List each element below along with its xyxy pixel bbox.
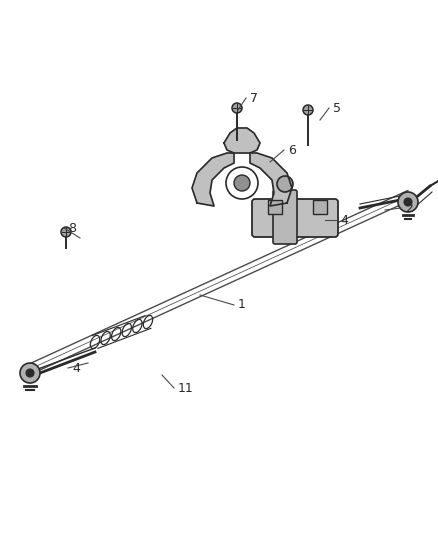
Text: 1: 1 [238, 298, 246, 311]
Circle shape [404, 198, 412, 206]
Circle shape [398, 192, 418, 212]
Bar [313, 200, 327, 214]
Circle shape [20, 363, 40, 383]
Bar [268, 200, 282, 214]
Text: 5: 5 [333, 101, 341, 115]
FancyBboxPatch shape [252, 199, 338, 237]
Text: 11: 11 [178, 382, 194, 394]
Circle shape [277, 176, 293, 192]
Circle shape [303, 105, 313, 115]
Text: 4: 4 [340, 214, 348, 227]
Polygon shape [250, 153, 292, 206]
Text: 6: 6 [288, 143, 296, 157]
Circle shape [61, 227, 71, 237]
Circle shape [226, 167, 258, 199]
Text: 7: 7 [250, 92, 258, 104]
Polygon shape [224, 128, 260, 153]
FancyBboxPatch shape [273, 190, 297, 244]
Circle shape [26, 369, 34, 377]
Text: 2: 2 [405, 201, 413, 214]
Circle shape [232, 103, 242, 113]
Circle shape [234, 175, 250, 191]
Polygon shape [192, 153, 234, 206]
Text: 4: 4 [72, 361, 80, 375]
Text: 8: 8 [68, 222, 76, 235]
